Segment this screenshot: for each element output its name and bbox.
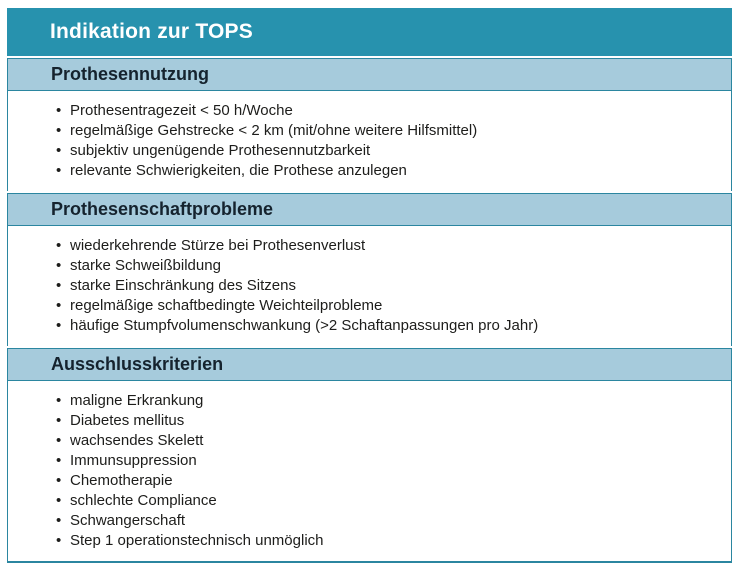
section-header-label: Ausschlusskriterien	[51, 354, 224, 374]
list-item: wachsendes Skelett	[56, 431, 716, 451]
indication-table: Indikation zur TOPS Prothesennutzung Pro…	[7, 8, 732, 563]
list-item: starke Schweißbildung	[56, 256, 716, 276]
table-section: Prothesennutzung Prothesentragezeit < 50…	[7, 58, 732, 191]
section-header: Prothesennutzung	[7, 58, 732, 91]
list-item: regelmäßige Gehstrecke < 2 km (mit/ohne …	[56, 121, 716, 141]
table-title: Indikation zur TOPS	[7, 8, 732, 56]
section-content: wiederkehrende Stürze bei Prothesenverlu…	[7, 226, 732, 346]
list-item: Step 1 operationstechnisch unmöglich	[56, 531, 716, 551]
list-item: Chemotherapie	[56, 471, 716, 491]
list-item: relevante Schwierigkeiten, die Prothese …	[56, 161, 716, 181]
sections: Prothesennutzung Prothesentragezeit < 50…	[7, 58, 732, 563]
table-section: Prothesenschaftprobleme wiederkehrende S…	[7, 193, 732, 346]
section-header: Prothesenschaftprobleme	[7, 193, 732, 226]
list-item: maligne Erkrankung	[56, 391, 716, 411]
section-content: maligne ErkrankungDiabetes mellituswachs…	[7, 381, 732, 563]
section-header-label: Prothesenschaftprobleme	[51, 199, 274, 219]
bullet-list: Prothesentragezeit < 50 h/Wocheregelmäßi…	[8, 91, 731, 191]
list-item: schlechte Compliance	[56, 491, 716, 511]
list-item: regelmäßige schaftbedingte Weichteilprob…	[56, 296, 716, 316]
list-item: wiederkehrende Stürze bei Prothesenverlu…	[56, 236, 716, 256]
list-item: häufige Stumpfvolumenschwankung (>2 Scha…	[56, 316, 716, 336]
list-item: Immunsuppression	[56, 451, 716, 471]
list-item: starke Einschränkung des Sitzens	[56, 276, 716, 296]
section-header-label: Prothesennutzung	[51, 64, 209, 84]
section-content: Prothesentragezeit < 50 h/Wocheregelmäßi…	[7, 91, 732, 191]
bullet-list: maligne ErkrankungDiabetes mellituswachs…	[8, 381, 731, 561]
table-section: Ausschlusskriterien maligne ErkrankungDi…	[7, 348, 732, 563]
bullet-list: wiederkehrende Stürze bei Prothesenverlu…	[8, 226, 731, 346]
list-item: subjektiv ungenügende Prothesennutzbarke…	[56, 141, 716, 161]
section-header: Ausschlusskriterien	[7, 348, 732, 381]
list-item: Schwangerschaft	[56, 511, 716, 531]
list-item: Diabetes mellitus	[56, 411, 716, 431]
list-item: Prothesentragezeit < 50 h/Woche	[56, 101, 716, 121]
